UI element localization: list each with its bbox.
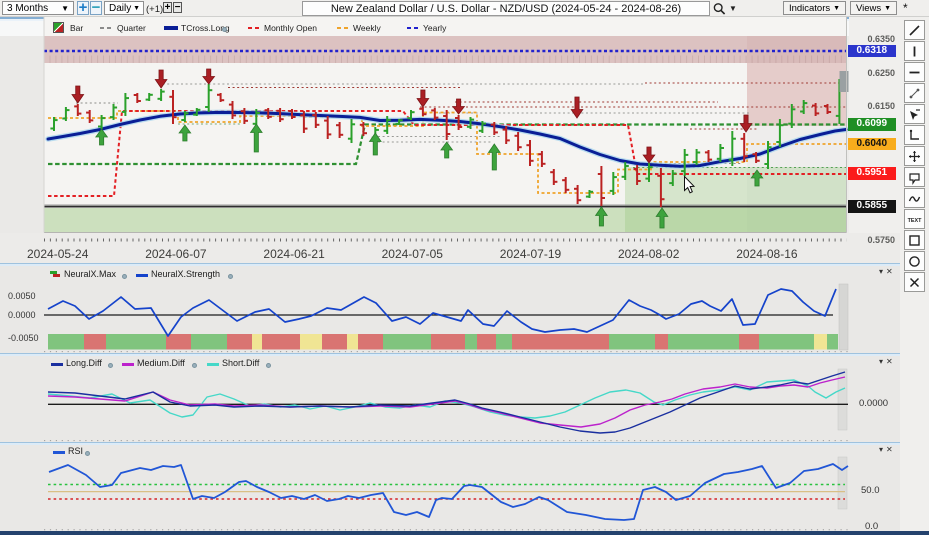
svg-text:TEXT: TEXT <box>908 218 922 224</box>
